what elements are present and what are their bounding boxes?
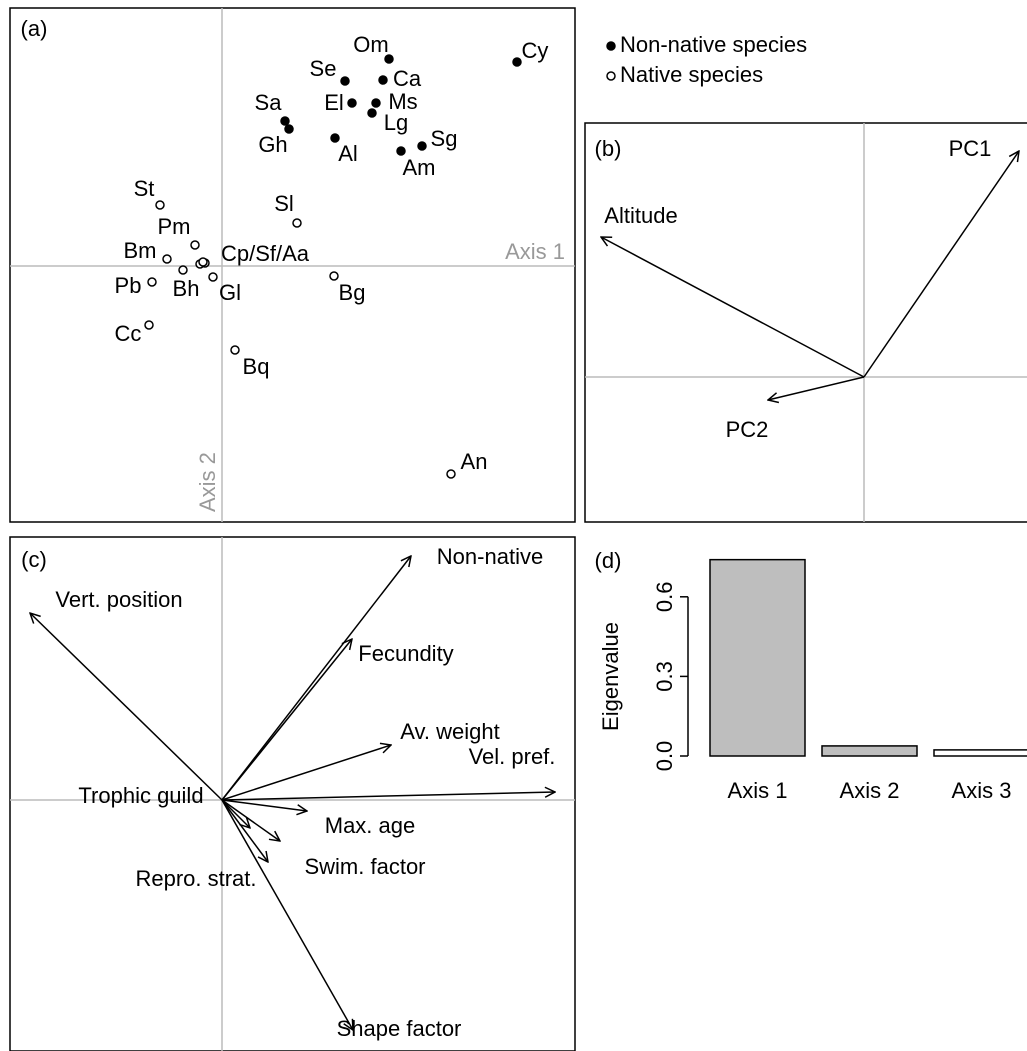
legend-marker <box>606 41 616 51</box>
legend-label: Native species <box>620 62 763 87</box>
point <box>340 76 350 86</box>
point-label: Cy <box>522 38 549 63</box>
panel-frame <box>9 536 576 1051</box>
point-label: Sa <box>255 90 283 115</box>
arrow-label: Vel. pref. <box>469 744 556 769</box>
point <box>329 271 339 281</box>
point <box>292 218 302 228</box>
panel-label: (a) <box>21 16 48 41</box>
y-axis-label: Eigenvalue <box>598 622 623 731</box>
point <box>512 57 522 67</box>
arrow <box>221 639 352 801</box>
arrow <box>221 799 268 862</box>
arrow <box>221 556 411 801</box>
point <box>280 116 290 126</box>
arrow <box>863 151 1019 378</box>
point-label: Am <box>403 155 436 180</box>
point <box>230 345 240 355</box>
arrow-label: Non-native <box>437 544 543 569</box>
point <box>367 108 377 118</box>
point-label: Ms <box>388 89 417 114</box>
legend-label: Non-native species <box>620 32 807 57</box>
arrow <box>221 745 391 801</box>
panel-label: (b) <box>595 136 622 161</box>
point-label: Bh <box>173 276 200 301</box>
arrow-label: Repro. strat. <box>135 866 256 891</box>
point-label: Om <box>353 32 388 57</box>
point-label: El <box>324 90 344 115</box>
panel-frame <box>584 122 1027 523</box>
point-label: Al <box>338 141 358 166</box>
point <box>384 54 394 64</box>
point-label: Bm <box>124 238 157 263</box>
point-label: Gl <box>219 280 241 305</box>
bar <box>821 745 918 757</box>
arrow-label: Altitude <box>604 203 677 228</box>
arrow-label: Shape factor <box>337 1016 462 1041</box>
arrow-label: Max. age <box>325 813 416 838</box>
point <box>162 254 172 264</box>
point <box>190 240 200 250</box>
arrow <box>768 376 865 400</box>
arrow <box>601 237 865 378</box>
point-label: Bq <box>243 354 270 379</box>
point <box>147 277 157 287</box>
point <box>284 124 294 134</box>
point-label: Cp/Sf/Aa <box>221 241 310 266</box>
point-label: Gh <box>258 132 287 157</box>
point <box>347 98 357 108</box>
arrow-label: Swim. factor <box>304 854 425 879</box>
point <box>371 98 381 108</box>
point <box>198 257 208 267</box>
bar <box>933 749 1027 757</box>
y-axis-label: Axis 2 <box>195 452 220 512</box>
point-label: Cc <box>115 321 142 346</box>
y-tick-label: 0.6 <box>652 582 677 613</box>
arrow-label: Av. weight <box>400 719 499 744</box>
x-tick-label: Axis 3 <box>952 778 1012 803</box>
point <box>144 320 154 330</box>
point-label: An <box>461 449 488 474</box>
arrow-label: PC1 <box>949 136 992 161</box>
arrow-label: Fecundity <box>358 641 453 666</box>
arrow-label: PC2 <box>726 417 769 442</box>
point <box>417 141 427 151</box>
x-axis-label: Axis 1 <box>505 239 565 264</box>
point-label: Se <box>310 56 337 81</box>
y-tick-label: 0.3 <box>652 661 677 692</box>
point-label: Pb <box>115 273 142 298</box>
bar <box>709 558 806 757</box>
x-tick-label: Axis 1 <box>728 778 788 803</box>
point <box>330 133 340 143</box>
point <box>396 146 406 156</box>
x-tick-label: Axis 2 <box>840 778 900 803</box>
arrow <box>221 792 555 801</box>
arrow <box>221 799 307 811</box>
panel-frame <box>9 7 576 523</box>
panel-label: (d) <box>595 548 622 573</box>
panel-label: (c) <box>21 547 47 572</box>
arrow <box>221 799 250 828</box>
point <box>178 265 188 275</box>
point-label: Bg <box>339 280 366 305</box>
point <box>155 200 165 210</box>
point-label: St <box>134 176 155 201</box>
point-label: Lg <box>384 110 408 135</box>
point <box>446 469 456 479</box>
arrow <box>30 613 223 801</box>
point-label: Sl <box>274 191 294 216</box>
point-label: Ca <box>393 66 422 91</box>
arrow-label: Trophic guild <box>78 783 203 808</box>
point-label: Sg <box>431 126 458 151</box>
legend-marker <box>606 71 616 81</box>
arrow <box>221 799 280 841</box>
y-tick-label: 0.0 <box>652 741 677 772</box>
point-label: Pm <box>158 214 191 239</box>
arrow-label: Vert. position <box>55 587 182 612</box>
point <box>208 272 218 282</box>
arrow <box>221 799 353 1030</box>
point <box>378 75 388 85</box>
